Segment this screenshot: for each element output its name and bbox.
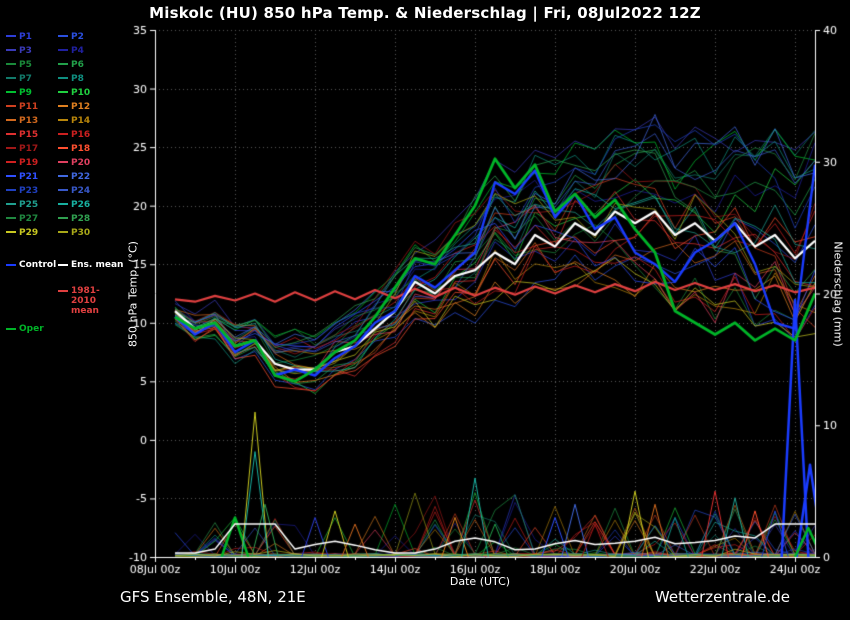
ensemble-legend: P1 P2 P3 P4 P5 P6 P7 P8 P9 P10 P11 P12 P13 P14 P15 P16 P… (6, 31, 154, 239)
y-axis-label-temperature: 850 hPa Temp. (°C) (126, 241, 140, 347)
legend-line-swatch (6, 147, 16, 149)
legend-item-P9: P9 (6, 87, 58, 99)
legend-line-swatch (58, 161, 68, 163)
legend-line-swatch (58, 77, 68, 79)
legend-item-P15: P15 (6, 129, 58, 141)
legend-line-swatch (6, 217, 16, 219)
legend-line-swatch (6, 189, 16, 191)
legend-line-swatch (6, 63, 16, 65)
legend-item-control: Control (6, 260, 56, 270)
legend-line-swatch (58, 264, 68, 266)
legend-line-swatch (6, 161, 16, 163)
legend-line-swatch (6, 35, 16, 37)
legend-item-P1: P1 (6, 31, 58, 43)
legend-item-climate-mean: 1981-2010 mean (58, 286, 123, 316)
legend-item-P30: P30 (58, 227, 154, 239)
x-axis-label-date: Date (UTC) (449, 575, 511, 588)
legend-item-P26: P26 (58, 199, 154, 211)
legend-item-P18: P18 (58, 143, 154, 155)
legend-line-swatch (58, 217, 68, 219)
legend-line-swatch (6, 105, 16, 107)
legend-item-P21: P21 (6, 171, 58, 183)
legend-line-swatch (6, 77, 16, 79)
legend-item-P16: P16 (58, 129, 154, 141)
legend-item-P12: P12 (58, 101, 154, 113)
legend-item-P20: P20 (58, 157, 154, 169)
legend-item-P28: P28 (58, 213, 154, 225)
legend-item-P13: P13 (6, 115, 58, 127)
legend-item-P19: P19 (6, 157, 58, 169)
legend-line-swatch (58, 63, 68, 65)
legend-line-swatch (58, 203, 68, 205)
legend-line-swatch (58, 189, 68, 191)
legend-line-swatch (58, 49, 68, 51)
legend-line-swatch (6, 264, 16, 266)
legend-item-P24: P24 (58, 185, 154, 197)
legend-line-swatch (6, 91, 16, 93)
legend-item-ens-mean: Ens. mean (58, 260, 123, 270)
legend-line-swatch (58, 105, 68, 107)
legend-item-P14: P14 (58, 115, 154, 127)
legend-item-P6: P6 (58, 59, 154, 71)
legend-line-swatch (6, 231, 16, 233)
legend-line-swatch (6, 328, 16, 330)
legend-line-swatch (6, 49, 16, 51)
legend-line-swatch (6, 119, 16, 121)
legend-item-P10: P10 (58, 87, 154, 99)
legend-item-P22: P22 (58, 171, 154, 183)
y-axis-label-precipitation: Niederschlag (mm) (831, 241, 845, 347)
legend-line-swatch (58, 290, 68, 292)
legend-item-P7: P7 (6, 73, 58, 85)
legend-item-P2: P2 (58, 31, 154, 43)
legend-line-swatch (58, 133, 68, 135)
legend-line-swatch (58, 35, 68, 37)
legend-item-P27: P27 (6, 213, 58, 225)
legend-line-swatch (58, 119, 68, 121)
footer-site-name: Wetterzentrale.de (654, 588, 790, 606)
legend-line-swatch (6, 133, 16, 135)
legend-item-P23: P23 (6, 185, 58, 197)
legend-item-oper: Oper (6, 324, 44, 334)
legend-item-P4: P4 (58, 45, 154, 57)
legend-line-swatch (6, 203, 16, 205)
legend-item-P5: P5 (6, 59, 58, 71)
legend-item-P25: P25 (6, 199, 58, 211)
footer-model-info: GFS Ensemble, 48N, 21E (120, 588, 306, 606)
legend-line-swatch (58, 231, 68, 233)
legend-item-P8: P8 (58, 73, 154, 85)
legend-item-P29: P29 (6, 227, 58, 239)
legend-line-swatch (58, 91, 68, 93)
legend-item-P3: P3 (6, 45, 58, 57)
legend-line-swatch (58, 175, 68, 177)
legend-item-P17: P17 (6, 143, 58, 155)
legend-line-swatch (58, 147, 68, 149)
legend-line-swatch (6, 175, 16, 177)
legend-item-P11: P11 (6, 101, 58, 113)
